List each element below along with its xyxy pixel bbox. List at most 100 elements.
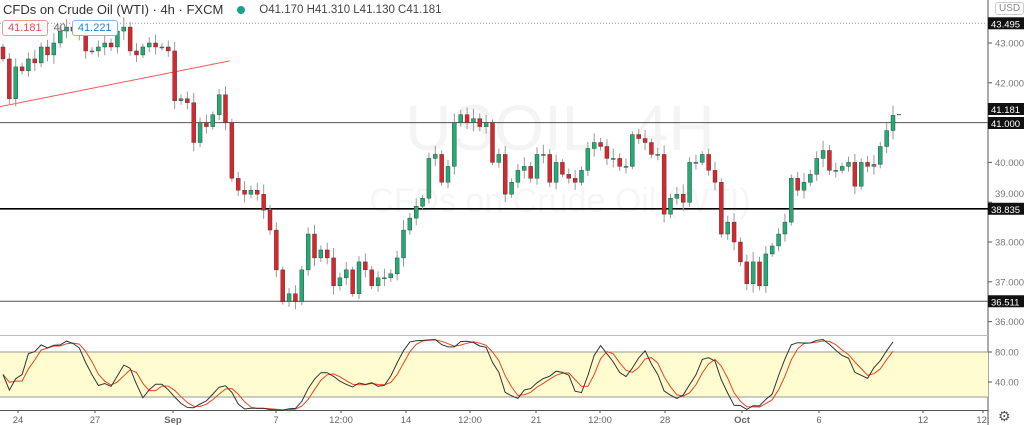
x-tick-label: 6 — [816, 415, 821, 425]
candle-up — [299, 269, 304, 302]
price-label: 36.511 — [991, 297, 1019, 308]
candle-down — [681, 194, 686, 203]
candle-down — [293, 293, 298, 302]
overbought-oversold-band — [0, 352, 988, 397]
candle-up — [89, 50, 95, 53]
candle-up — [808, 174, 813, 183]
candle-down — [280, 269, 285, 302]
candle-up — [687, 162, 692, 203]
x-tick-label: 12:00 — [329, 415, 353, 425]
candle-up — [592, 142, 597, 149]
candle-up — [674, 194, 680, 199]
candle-up — [871, 164, 877, 167]
x-tick-label: 14 — [401, 415, 412, 425]
candle-down — [477, 118, 482, 127]
candle-up — [770, 245, 775, 255]
candle-down — [274, 229, 279, 271]
gear-icon[interactable]: ⚙ — [998, 408, 1011, 424]
x-tick-label: 7 — [273, 415, 278, 425]
candle-down — [731, 221, 737, 243]
candle-up — [414, 205, 419, 219]
buy-button[interactable]: 41.221 — [71, 20, 118, 36]
candle-up — [623, 166, 629, 168]
candle-down — [712, 170, 718, 183]
candle-up — [13, 66, 18, 99]
candle-up — [375, 277, 381, 286]
candle-up — [541, 154, 546, 156]
candle-down — [255, 190, 260, 195]
candle-up — [776, 233, 781, 247]
symbol-title[interactable]: CFDs on Crude Oil (WTI) · 4h · FXCM — [3, 2, 224, 17]
y-tick-label: 39.000 — [995, 189, 1024, 200]
y-tick-label: 42.000 — [995, 78, 1024, 89]
candle-down — [547, 154, 552, 183]
candle-up — [890, 115, 896, 131]
candle-down — [108, 42, 114, 48]
y-tick-label: 37.000 — [995, 277, 1024, 288]
candle-down — [865, 162, 870, 167]
candle-up — [700, 154, 705, 163]
price-label: 41.181 — [991, 105, 1020, 116]
candle-up — [458, 114, 463, 123]
candle-down — [267, 209, 273, 231]
candle-up — [197, 122, 203, 143]
candle-up — [96, 46, 101, 52]
x-tick-label: 28 — [660, 415, 671, 425]
price-label: 41.000 — [991, 119, 1020, 130]
candle-down — [236, 178, 241, 191]
candle-up — [509, 182, 514, 195]
candle-up — [820, 150, 826, 159]
candle-up — [121, 26, 126, 32]
candle-down — [191, 102, 196, 143]
candle-up — [344, 269, 349, 279]
candle-up — [585, 148, 591, 171]
candle-down — [134, 50, 139, 56]
candle-down — [83, 34, 88, 52]
candle-down — [350, 269, 355, 294]
candle-up — [611, 158, 616, 160]
candle-up — [318, 249, 324, 259]
candle-up — [394, 257, 400, 275]
candle-down — [757, 261, 762, 286]
candle-up — [445, 166, 451, 183]
currency-button[interactable]: USD — [995, 2, 1024, 15]
trendline — [0, 60, 230, 108]
candle-down — [604, 146, 610, 159]
candle-down — [166, 46, 171, 52]
candle-up — [725, 221, 730, 235]
price-label-box — [988, 117, 1024, 129]
candle-down — [852, 162, 858, 187]
price-label-box — [988, 202, 1024, 215]
candle-up — [147, 42, 152, 48]
x-tick-label: 27 — [90, 415, 101, 425]
candle-up — [178, 98, 184, 101]
candle-up — [515, 170, 521, 183]
chart-legend: CFDs on Crude Oil (WTI) · 4h · FXCM O41.… — [3, 2, 442, 17]
sell-button[interactable]: 41.181 — [2, 20, 48, 36]
candle-down — [649, 142, 654, 155]
candle-up — [814, 158, 819, 175]
candle-up — [305, 233, 311, 271]
candle-down — [0, 46, 6, 60]
candle-down — [598, 142, 603, 147]
candle-up — [693, 162, 699, 164]
osc-tick-label: 80.00 — [995, 348, 1019, 359]
candle-up — [216, 94, 222, 115]
watermark-symbol: USOIL, 4H — [405, 92, 714, 164]
candle-up — [878, 146, 883, 165]
candle-down — [560, 162, 565, 175]
candle-down — [566, 174, 571, 179]
candle-up — [630, 134, 635, 167]
stoch-k-line — [2, 338, 894, 411]
trade-buttons: 41.181 40 41.221 — [2, 20, 118, 36]
candle-down — [223, 94, 228, 123]
price-label: 43.495 — [991, 19, 1020, 30]
candle-down — [325, 249, 330, 259]
y-tick-label: 43.000 — [995, 39, 1024, 50]
candle-up — [655, 154, 660, 156]
candle-up — [420, 198, 425, 207]
candle-down — [738, 241, 743, 263]
candle-down — [172, 50, 177, 101]
candle-up — [534, 154, 540, 179]
